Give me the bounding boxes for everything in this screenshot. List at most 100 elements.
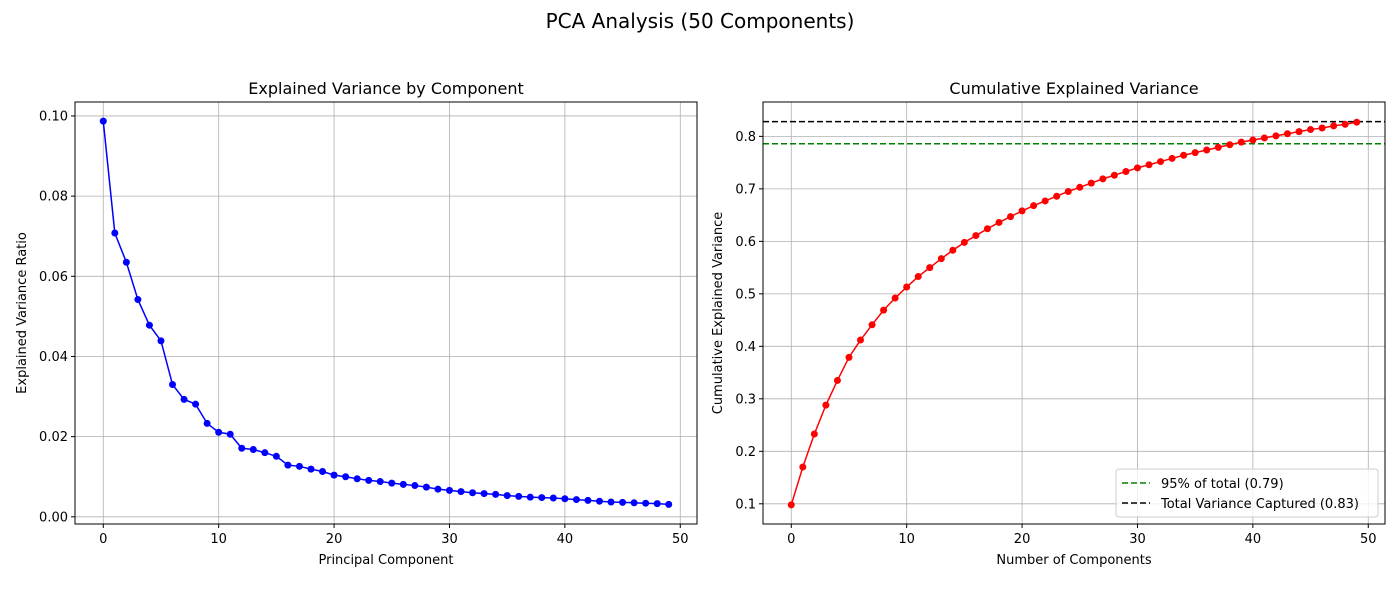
cumulative-variance-ytick-label: 0.7 [735, 182, 756, 197]
cumulative-variance-data-point [1122, 168, 1130, 176]
cumulative-variance-data-point [1157, 158, 1165, 166]
cumulative-variance-data-point [1180, 151, 1188, 159]
explained-variance-data-point [376, 478, 384, 486]
cumulative-variance-data-point [1283, 130, 1291, 138]
explained-variance-data-point [457, 488, 465, 496]
legend-label-95-percent: 95% of total (0.79) [1161, 477, 1284, 492]
cumulative-variance-data-point [1007, 213, 1015, 221]
cumulative-variance-data-point [1341, 120, 1349, 128]
explained-variance-data-point [388, 479, 396, 487]
explained-variance-data-point [411, 482, 419, 490]
cumulative-variance-xtick-label: 50 [1360, 532, 1377, 547]
explained-variance-data-point [526, 493, 534, 501]
explained-variance-data-point [434, 485, 442, 493]
explained-variance-data-point [365, 476, 373, 484]
explained-variance-data-point [619, 498, 627, 506]
cumulative-variance-data-point [1145, 161, 1153, 169]
cumulative-variance-data-point [1053, 192, 1061, 200]
explained-variance-ytick-label: 0.08 [39, 190, 68, 205]
explained-variance-data-point [169, 381, 177, 389]
explained-variance-data-point [515, 492, 523, 500]
cumulative-variance-data-point [1318, 124, 1326, 132]
explained-variance-data-point [492, 490, 500, 498]
cumulative-variance-data-point [787, 501, 795, 509]
cumulative-variance-grid [763, 102, 1385, 524]
cumulative-variance-ticks: 0 10 20 30 40 50 0.1 0.2 0.3 0.4 0.5 0.6 0.7 0.8 [735, 130, 1376, 547]
cumulative-variance-data-point [1099, 175, 1107, 183]
explained-variance-data-point [607, 498, 615, 506]
explained-variance-data-point [584, 496, 592, 504]
cumulative-variance-data-point [949, 246, 957, 254]
cumulative-variance-ytick-label: 0.6 [735, 235, 756, 250]
cumulative-variance-data-point [972, 232, 980, 240]
explained-variance-data-point [399, 480, 407, 488]
cumulative-variance-data-point [1330, 122, 1338, 130]
cumulative-variance-frame [762, 101, 1386, 525]
cumulative-variance-xtick-label: 10 [898, 532, 915, 547]
cumulative-variance-data-point [1203, 146, 1211, 154]
legend-label-total-variance: Total Variance Captured (0.83) [1160, 497, 1359, 512]
cumulative-variance-data-point [822, 401, 830, 409]
explained-variance-data-point [572, 496, 580, 504]
explained-variance-data-point [249, 445, 257, 453]
cumulative-variance-xtick-label: 20 [1014, 532, 1031, 547]
explained-variance-data-point [538, 494, 546, 502]
cumulative-variance-ytick-label: 0.2 [735, 445, 756, 460]
cumulative-variance-data-point [914, 273, 922, 281]
cumulative-variance-ytick-label: 0.5 [735, 287, 756, 302]
cumulative-variance-data-point [857, 336, 865, 344]
explained-variance-data-point [665, 500, 673, 508]
explained-variance-data-point [595, 497, 603, 505]
explained-variance-xtick-label: 30 [441, 532, 458, 547]
explained-variance-ytick-label: 0.06 [39, 270, 68, 285]
explained-variance-data-point [295, 462, 303, 470]
cumulative-variance-xtick-label: 30 [1129, 532, 1146, 547]
cumulative-variance-ytick-label: 0.3 [735, 392, 756, 407]
explained-variance-xtick-label: 50 [672, 532, 689, 547]
cumulative-variance-data-point [868, 321, 876, 329]
explained-variance-data-point [445, 486, 453, 494]
explained-variance-data-point [122, 258, 130, 266]
explained-variance-title: Explained Variance by Component [248, 79, 523, 98]
explained-variance-data-point [319, 468, 327, 476]
explained-variance-data-point [145, 321, 153, 329]
explained-variance-data-point [480, 490, 488, 498]
explained-variance-data-point [653, 500, 661, 508]
explained-variance-ytick-label: 0.04 [39, 350, 68, 365]
explained-variance-ytick-label: 0.00 [39, 510, 68, 525]
cumulative-variance-data-point [1133, 164, 1141, 172]
cumulative-variance-data-point [1018, 207, 1026, 215]
explained-variance-data-point [180, 395, 188, 403]
cumulative-variance-title: Cumulative Explained Variance [949, 79, 1198, 98]
explained-variance-data-point [342, 473, 350, 481]
explained-variance-ylabel: Explained Variance Ratio [15, 232, 30, 394]
cumulative-variance-data-point [983, 225, 991, 233]
explained-variance-ticks: 0 10 20 30 40 50 0.00 0.02 0.04 0.06 0.08 0.10 [39, 109, 688, 547]
cumulative-variance-ytick-label: 0.8 [735, 130, 756, 145]
legend-box [1115, 468, 1379, 518]
cumulative-variance-data-point [1030, 202, 1038, 210]
cumulative-variance-data-point [1272, 132, 1280, 140]
cumulative-variance-data-point [833, 376, 841, 384]
cumulative-variance-data-point [810, 430, 818, 438]
cumulative-variance-data-point [1087, 179, 1095, 187]
cumulative-variance-data-point [937, 255, 945, 263]
explained-variance-data-point [630, 499, 638, 507]
explained-variance-chart: 0 10 20 30 40 50 0.00 0.02 0.04 0.06 0.08 0.10 Expl… [15, 79, 698, 568]
explained-variance-ytick-label: 0.02 [39, 430, 68, 445]
cumulative-variance-xlabel: Number of Components [996, 553, 1151, 568]
explained-variance-data-point [422, 483, 430, 491]
explained-variance-data-point [353, 475, 361, 483]
cumulative-variance-data-point [1260, 134, 1268, 142]
explained-variance-data-point [203, 419, 211, 427]
explained-variance-data-point [192, 400, 200, 408]
cumulative-variance-legend: 95% of total (0.79) Total Variance Captu… [1115, 468, 1379, 518]
cumulative-variance-data-point [891, 294, 899, 302]
cumulative-variance-chart: 0 10 20 30 40 50 0.1 0.2 0.3 0.4 0.5 0.6 0.7 0.8 Cumu… [711, 79, 1386, 568]
cumulative-variance-data-point [995, 218, 1003, 226]
explained-variance-data-point [307, 465, 315, 473]
explained-variance-ytick-label: 0.10 [39, 109, 68, 124]
cumulative-variance-series [763, 118, 1385, 509]
explained-variance-data-point [549, 494, 557, 502]
